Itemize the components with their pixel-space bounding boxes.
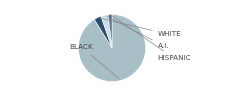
Wedge shape — [94, 16, 112, 48]
Wedge shape — [108, 14, 112, 48]
Text: BLACK: BLACK — [70, 44, 119, 78]
Wedge shape — [101, 15, 112, 48]
Text: A.I.: A.I. — [107, 16, 169, 49]
Text: WHITE: WHITE — [100, 18, 181, 37]
Wedge shape — [78, 14, 146, 82]
Text: HISPANIC: HISPANIC — [112, 16, 191, 61]
